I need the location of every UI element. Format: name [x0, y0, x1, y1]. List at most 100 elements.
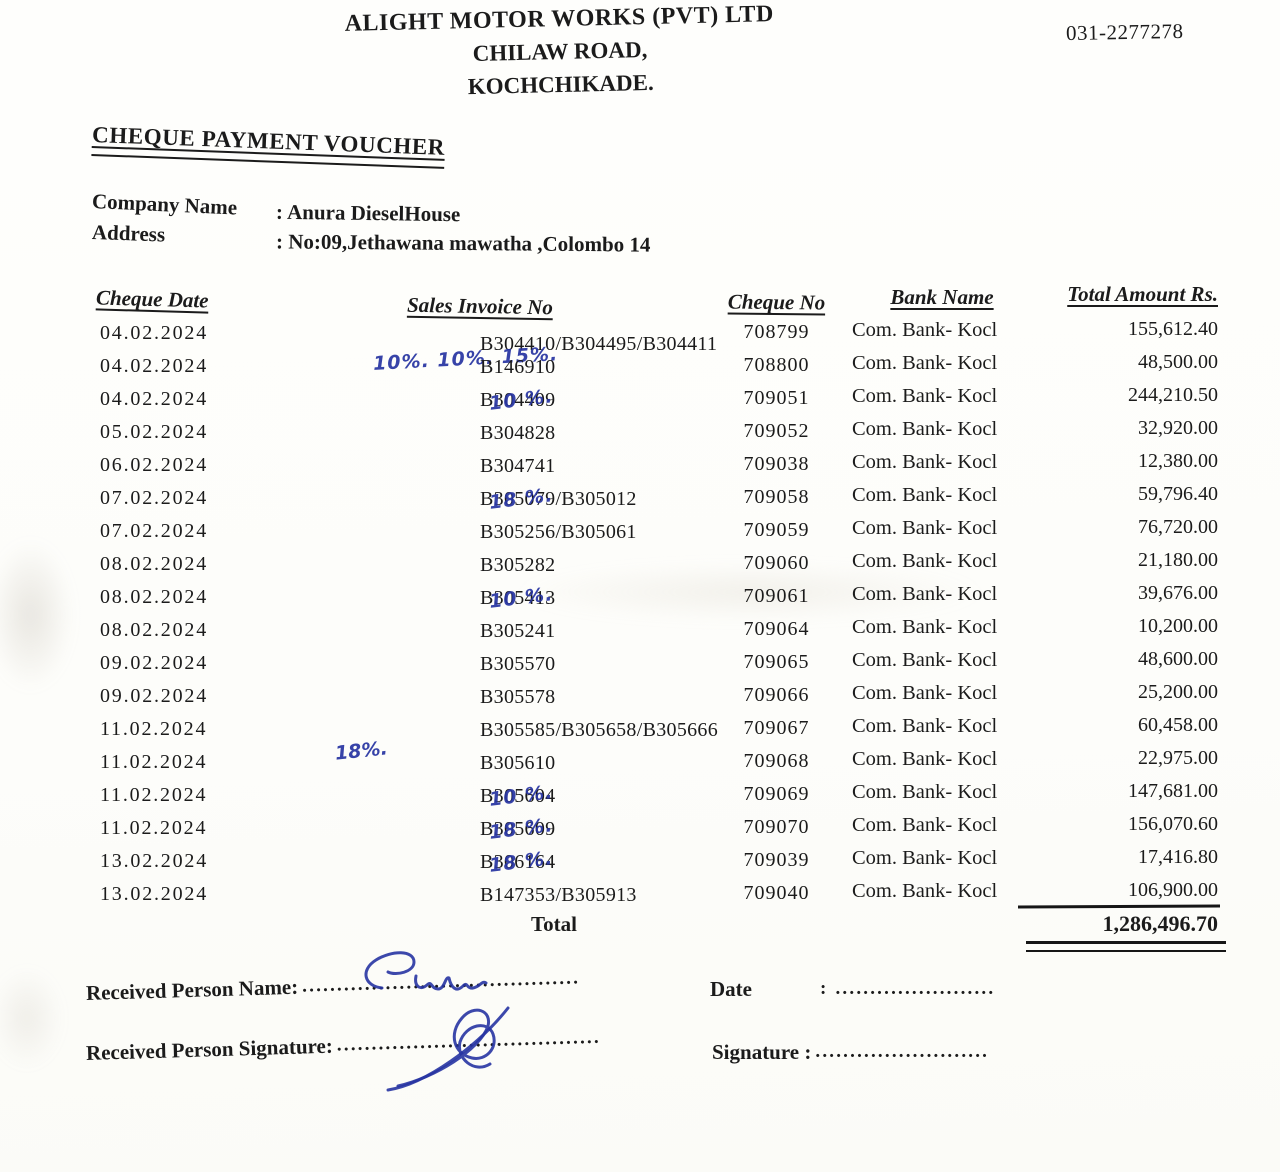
bank-name-cell: Com. Bank- Kocl [852, 550, 998, 572]
table-row: 07.02.2024 B305079/B305012 18 %. 709058 C… [0, 483, 1280, 516]
bank-name-cell: Com. Bank- Kocl [852, 748, 998, 770]
bank-name-cell: Com. Bank- Kocl [852, 484, 998, 506]
bank-name-cell: Com. Bank- Kocl [852, 319, 998, 341]
signature-label: Signature : [712, 1040, 812, 1064]
cheque-no-cell: 709060 [743, 552, 810, 574]
received-name-label: Received Person Name: [85, 974, 299, 1005]
invoice-number: B305585/B305658/B305666 [480, 719, 719, 741]
table-row: 11.02.2024 B305610 709068 Com. Bank- Koc… [0, 747, 1280, 780]
bank-name-cell: Com. Bank- Kocl [852, 583, 998, 605]
amount-cell: 17,416.80 [1138, 846, 1218, 868]
invoice-number: B146910 [480, 356, 556, 378]
cheque-date-cell: 11.02.2024 [100, 784, 208, 806]
invoice-number: B305413 [480, 587, 556, 609]
amount-cell: 48,500.00 [1138, 351, 1218, 373]
invoice-number: B305570 [480, 653, 556, 675]
table-row: 08.02.2024 B305413 10 %. 709061 Com. Bank… [0, 582, 1280, 615]
company-street: CHILAW ROAD, [472, 37, 648, 66]
invoice-number: B305256/B305061 [480, 521, 637, 543]
amount-cell: 59,796.40 [1138, 483, 1218, 505]
dotted-line: ......................... [815, 1041, 990, 1062]
bank-name-cell: Com. Bank- Kocl [852, 352, 998, 374]
cheque-date-cell: 11.02.2024 [100, 817, 208, 839]
cheque-date-cell: 04.02.2024 [100, 322, 208, 344]
cheque-date-cell: 08.02.2024 [100, 586, 208, 608]
cheque-no-cell: 709069 [743, 783, 810, 805]
scan-smudge [0, 968, 62, 1068]
table-row: 04.02.2024 B146910 708800 Com. Bank- Koc… [0, 351, 1280, 384]
bank-name-cell: Com. Bank- Kocl [852, 880, 998, 902]
voucher-rows: 04.02.2024 B304410/B304495/B304411 10%. … [0, 318, 1280, 928]
cheque-no-cell: 709040 [743, 882, 810, 904]
table-row: 11.02.2024 B305585/B305658/B305666 18%. … [0, 714, 1280, 765]
invoice-number: B305610 [480, 752, 556, 774]
table-row: 13.02.2024 B306164 18 %. 709039 Com. Bank… [0, 846, 1280, 879]
cheque-date-cell: 06.02.2024 [100, 454, 208, 476]
invoice-number: B304409 [480, 389, 556, 411]
invoice-number: B305578 [480, 686, 556, 708]
bank-name-cell: Com. Bank- Kocl [852, 517, 998, 539]
table-row: 08.02.2024 B305282 709060 Com. Bank- Koc… [0, 549, 1280, 582]
bank-name-cell: Com. Bank- Kocl [852, 385, 998, 407]
table-row: 11.02.2024 B305609 18 %. 709070 Com. Bank… [0, 813, 1280, 846]
amount-cell: 106,900.00 [1128, 879, 1218, 901]
cheque-no-cell: 709070 [743, 816, 810, 838]
cheque-no-cell: 709052 [743, 420, 810, 442]
invoice-number: B304828 [480, 422, 556, 444]
cheque-no-cell: 709038 [743, 453, 810, 475]
cheque-no-cell: 709064 [743, 618, 810, 640]
cheque-no-cell: 709051 [743, 387, 810, 409]
cheque-date-cell: 07.02.2024 [100, 487, 208, 509]
column-header-total-amount: Total Amount Rs. [1067, 282, 1218, 306]
date-line: Date : ....................... [710, 977, 995, 1002]
amount-cell: 48,600.00 [1138, 648, 1218, 670]
date-label: Date [710, 977, 752, 1001]
bank-name-cell: Com. Bank- Kocl [852, 814, 998, 836]
phone-number: 031-2277278 [1065, 18, 1184, 46]
bank-name-cell: Com. Bank- Kocl [852, 781, 998, 803]
amount-cell: 76,720.00 [1138, 516, 1218, 538]
amount-cell: 25,200.00 [1138, 681, 1218, 703]
column-header-cheque-date: Cheque Date [95, 285, 209, 313]
total-amount: 1,286,496.70 [1102, 911, 1219, 936]
signature-line: Signature : ......................... [712, 1040, 989, 1065]
invoice-number: B305604 [480, 785, 556, 807]
cheque-no-cell: 709039 [743, 849, 810, 871]
company-city: KOCHCHIKADE. [467, 69, 654, 100]
table-row: 04.02.2024 B304410/B304495/B304411 10%. … [0, 318, 1280, 375]
invoice-number: B305282 [480, 554, 556, 576]
cheque-date-cell: 09.02.2024 [100, 685, 208, 707]
cheque-date-cell: 07.02.2024 [100, 520, 208, 542]
cheque-no-cell: 709061 [743, 585, 810, 607]
cheque-no-cell: 709059 [743, 519, 810, 541]
bank-name-cell: Com. Bank- Kocl [852, 649, 998, 671]
cheque-no-cell: 709066 [743, 684, 810, 706]
table-row: 09.02.2024 B305570 709065 Com. Bank- Koc… [0, 648, 1280, 681]
cheque-no-cell: 709067 [743, 717, 810, 739]
amount-cell: 60,458.00 [1138, 714, 1218, 736]
cheque-no-cell: 708800 [743, 354, 810, 376]
cheque-no-cell: 709058 [743, 486, 810, 508]
company-name-label: Company Name [91, 189, 238, 220]
cheque-date-cell: 05.02.2024 [100, 421, 208, 443]
bank-name-cell: Com. Bank- Kocl [852, 715, 998, 737]
total-rule-double [1026, 941, 1226, 952]
amount-cell: 10,200.00 [1138, 615, 1218, 637]
bank-name-cell: Com. Bank- Kocl [852, 451, 998, 473]
cheque-date-cell: 08.02.2024 [100, 553, 208, 575]
cheque-date-cell: 09.02.2024 [100, 652, 208, 674]
cheque-date-cell: 11.02.2024 [100, 751, 208, 773]
amount-cell: 147,681.00 [1128, 780, 1218, 802]
bank-name-cell: Com. Bank- Kocl [852, 418, 998, 440]
table-row: 09.02.2024 B305578 709066 Com. Bank- Koc… [0, 681, 1280, 714]
bank-name-cell: Com. Bank- Kocl [852, 847, 998, 869]
cheque-date-cell: 11.02.2024 [100, 718, 208, 740]
received-signature-line: Received Person Signature: .............… [86, 1026, 602, 1066]
table-row: 06.02.2024 B304741 709038 Com. Bank- Koc… [0, 450, 1280, 483]
invoice-number: B305609 [480, 818, 556, 840]
cheque-date-cell: 08.02.2024 [100, 619, 208, 641]
cheque-no-cell: 709068 [743, 750, 810, 772]
letterhead: ALIGHT MOTOR WORKS (PVT) LTD CHILAW ROAD… [319, 1, 801, 104]
invoice-number: B306164 [480, 851, 556, 873]
